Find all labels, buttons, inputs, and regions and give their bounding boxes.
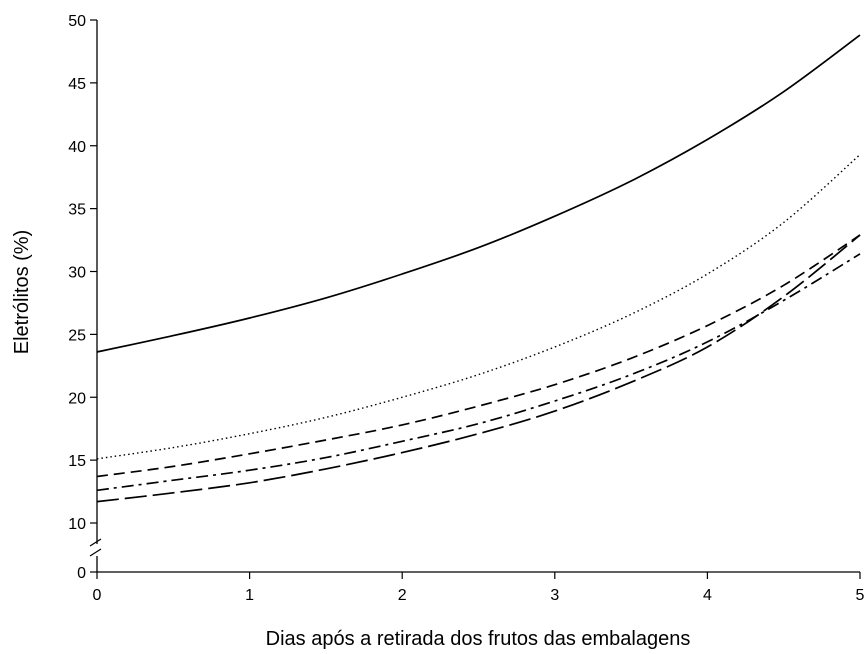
x-tick-label: 0 (93, 587, 102, 604)
y-tick-label: 0 (77, 565, 86, 582)
y-tick-label: 50 (68, 13, 86, 30)
series-line-dotted (96, 154, 861, 460)
y-tick-label: 45 (68, 76, 86, 93)
series-line-short-dash (96, 234, 861, 478)
y-tick-label: 25 (68, 327, 86, 344)
x-tick-label: 1 (245, 587, 254, 604)
y-tick-label: 40 (68, 139, 86, 156)
y-tick-label: 10 (68, 516, 86, 533)
series-line-dash-dot (96, 253, 861, 492)
series-line-long-dash (96, 234, 861, 503)
series-line-solid (96, 34, 861, 353)
y-tick-label: 20 (68, 390, 86, 407)
y-axis-break-mark (89, 548, 102, 557)
y-tick-label: 30 (68, 265, 86, 282)
y-tick-label: 15 (68, 453, 86, 470)
y-tick-label: 35 (68, 202, 86, 219)
x-tick-label: 5 (856, 587, 865, 604)
x-tick-label: 4 (703, 587, 712, 604)
x-axis-title: Dias após a retirada dos frutos das emba… (266, 628, 691, 650)
y-axis-title: Eletrólitos (%) (11, 230, 33, 354)
y-axis-break-mark (89, 538, 102, 547)
x-tick-label: 2 (398, 587, 407, 604)
x-tick-label: 3 (550, 587, 559, 604)
series-lines (96, 34, 861, 503)
